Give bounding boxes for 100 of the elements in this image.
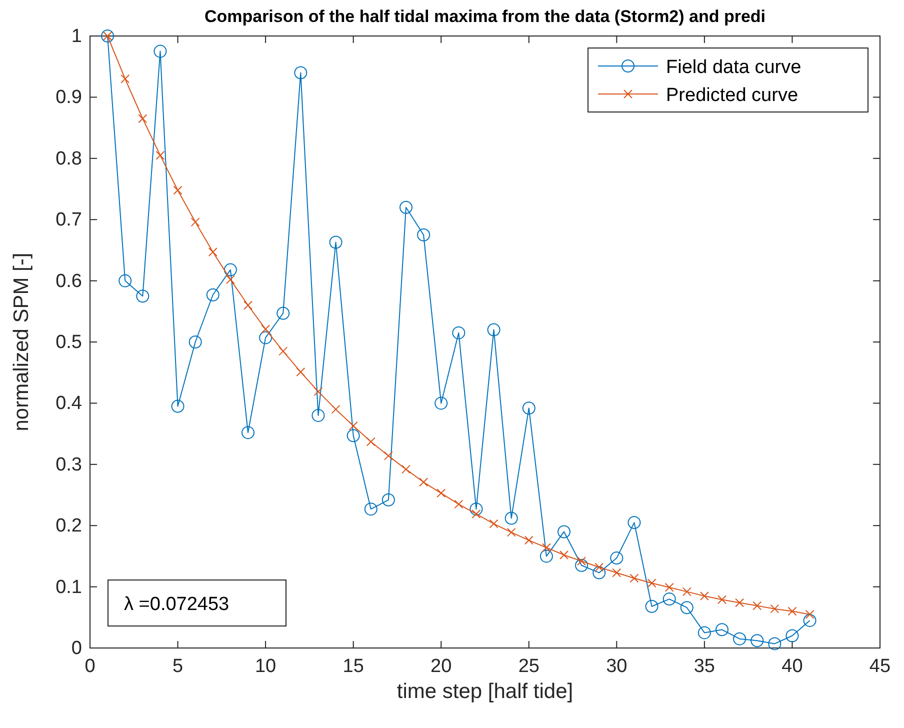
point bbox=[489, 519, 498, 528]
point bbox=[470, 502, 483, 516]
point bbox=[718, 595, 726, 604]
point bbox=[312, 408, 325, 422]
point bbox=[803, 614, 816, 627]
point bbox=[419, 478, 428, 487]
point bbox=[504, 512, 518, 525]
point bbox=[612, 568, 622, 578]
point bbox=[454, 500, 464, 509]
point bbox=[716, 623, 728, 636]
x-tick-label: 15 bbox=[342, 656, 364, 677]
point bbox=[558, 525, 570, 538]
y-tick-label: 1 bbox=[71, 26, 82, 47]
point bbox=[524, 536, 534, 545]
point bbox=[594, 562, 604, 572]
point bbox=[664, 582, 674, 592]
point bbox=[118, 274, 132, 288]
point bbox=[610, 552, 624, 565]
point bbox=[805, 610, 814, 619]
point bbox=[750, 634, 764, 648]
point bbox=[224, 263, 237, 276]
point bbox=[788, 606, 797, 616]
point bbox=[188, 336, 202, 348]
point bbox=[542, 543, 551, 552]
y-tick-label: 0 bbox=[71, 638, 82, 659]
point bbox=[331, 404, 340, 414]
point bbox=[348, 421, 358, 430]
point bbox=[366, 437, 376, 446]
point bbox=[434, 396, 448, 410]
point bbox=[647, 578, 656, 588]
point bbox=[138, 114, 148, 124]
point bbox=[770, 604, 780, 614]
point bbox=[522, 402, 536, 415]
x-tick-label: 10 bbox=[254, 656, 276, 677]
y-tick-label: 0.6 bbox=[56, 270, 82, 292]
y-tick-label: 0.8 bbox=[56, 148, 82, 170]
x-tick-label: 5 bbox=[172, 656, 184, 677]
point bbox=[540, 550, 553, 563]
point bbox=[384, 451, 393, 460]
point bbox=[630, 574, 639, 583]
point bbox=[314, 387, 323, 396]
y-tick-label: 0.2 bbox=[56, 516, 82, 537]
point bbox=[244, 300, 252, 310]
x-tick-label: 20 bbox=[430, 656, 452, 677]
point bbox=[452, 326, 466, 340]
y-tick-label: 0.9 bbox=[56, 87, 82, 108]
point bbox=[645, 600, 658, 613]
y-tick-label: 0.4 bbox=[56, 393, 82, 414]
x-axis-title: time step [half tide] bbox=[396, 680, 574, 703]
point bbox=[206, 288, 220, 302]
point bbox=[560, 550, 568, 560]
point bbox=[417, 228, 430, 242]
point bbox=[682, 587, 692, 596]
point bbox=[136, 290, 150, 303]
y-tick-label: 0.1 bbox=[56, 576, 82, 598]
point bbox=[575, 558, 588, 572]
y-tick-label: 0.3 bbox=[56, 454, 82, 476]
point bbox=[259, 331, 272, 344]
point bbox=[436, 488, 446, 498]
x-tick-label: 0 bbox=[84, 656, 96, 677]
x-tick-label: 35 bbox=[694, 656, 716, 677]
x-tick-label: 45 bbox=[869, 656, 891, 677]
point bbox=[592, 566, 606, 580]
point bbox=[786, 629, 799, 642]
point bbox=[226, 275, 235, 284]
point bbox=[278, 346, 288, 356]
point bbox=[276, 306, 290, 320]
point bbox=[698, 626, 711, 640]
y-tick-label: 0.5 bbox=[56, 332, 82, 353]
chart-title: Comparison of the half tidal maxima from the data (Storm2) and predi bbox=[204, 7, 766, 26]
legend-label: Predicted curve bbox=[666, 85, 798, 106]
point bbox=[735, 598, 744, 608]
point bbox=[154, 44, 167, 58]
point bbox=[628, 516, 641, 530]
point bbox=[752, 601, 762, 610]
point bbox=[173, 186, 182, 195]
point bbox=[382, 493, 395, 506]
point bbox=[364, 502, 378, 516]
point bbox=[346, 429, 360, 442]
y-tick-label: 0.7 bbox=[56, 210, 82, 231]
point bbox=[296, 367, 306, 376]
x-tick-label: 40 bbox=[782, 656, 803, 677]
point bbox=[329, 236, 342, 249]
point bbox=[120, 74, 130, 84]
x-tick-label: 30 bbox=[606, 656, 628, 677]
point bbox=[768, 637, 782, 650]
point bbox=[733, 632, 746, 646]
annotation: λ =0.072453 bbox=[124, 594, 230, 615]
point bbox=[171, 400, 184, 413]
y-axis-title: normalized SPM [-] bbox=[10, 252, 33, 432]
point bbox=[400, 200, 412, 214]
point bbox=[662, 592, 676, 606]
x-tick-label: 25 bbox=[518, 656, 540, 677]
point bbox=[487, 323, 500, 336]
point bbox=[506, 528, 516, 537]
point bbox=[261, 324, 270, 334]
point bbox=[402, 464, 410, 474]
point bbox=[208, 248, 218, 257]
point bbox=[294, 66, 308, 80]
point bbox=[242, 426, 254, 440]
